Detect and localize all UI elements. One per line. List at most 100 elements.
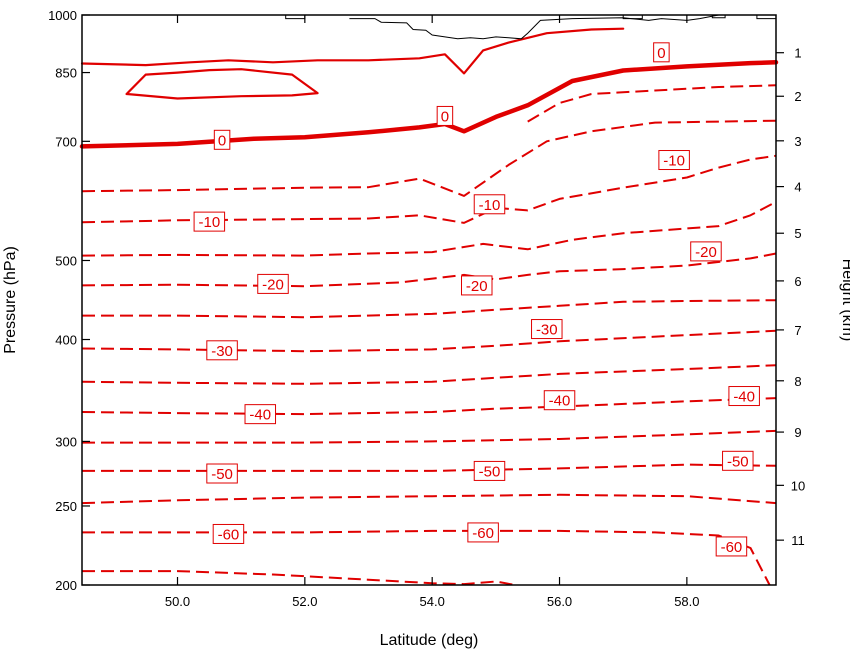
contour-label: 0 bbox=[213, 129, 231, 150]
y-tick-label-left: 1000 bbox=[48, 8, 77, 23]
contour-label: -30 bbox=[206, 340, 238, 361]
y-tick-label-right: 1 bbox=[794, 46, 801, 61]
contour-label-text: 0 bbox=[218, 132, 226, 149]
x-tick-label: 58.0 bbox=[674, 594, 699, 609]
terrain-outline bbox=[711, 15, 726, 19]
terrain-outline bbox=[622, 15, 643, 20]
contour-label-text: -60 bbox=[472, 525, 494, 542]
plot-frame bbox=[81, 14, 777, 586]
contour-line bbox=[82, 463, 777, 472]
contour-line bbox=[125, 68, 319, 100]
y-tick-label-left: 400 bbox=[55, 333, 77, 348]
x-axis-title: Latitude (deg) bbox=[380, 632, 479, 649]
contour-label: -20 bbox=[257, 273, 289, 294]
contour-label-text: -20 bbox=[262, 276, 284, 293]
contour-label-box bbox=[193, 211, 226, 232]
y-axis-right: 1 2 3 4 5 6 7 8 9 10 11 bbox=[776, 46, 805, 548]
contour-label-box bbox=[212, 523, 245, 544]
terrain-layer bbox=[285, 14, 776, 40]
y-axis-left-title: Pressure (hPa) bbox=[2, 246, 19, 354]
contour-line bbox=[81, 364, 777, 385]
contour-line bbox=[82, 429, 777, 444]
contour-label-text: -50 bbox=[479, 463, 501, 480]
contour-line bbox=[527, 84, 777, 123]
y-tick-label-right: 3 bbox=[794, 134, 801, 149]
contour-label-box bbox=[728, 386, 760, 407]
contour-line bbox=[81, 201, 777, 257]
contour-label-text: -30 bbox=[536, 322, 558, 339]
contour-label-box bbox=[206, 463, 238, 484]
y-tick-label-left: 700 bbox=[55, 134, 77, 149]
contour-label: -40 bbox=[244, 404, 277, 425]
contour-line bbox=[81, 493, 777, 505]
contour-line bbox=[81, 119, 777, 197]
contour-label-box bbox=[473, 460, 506, 481]
contour-label-box bbox=[467, 522, 499, 543]
contour-label-box bbox=[690, 241, 722, 262]
contour-label-text: -50 bbox=[211, 466, 233, 483]
contour-line bbox=[82, 529, 771, 586]
contour-label-text: 0 bbox=[657, 45, 665, 62]
terrain-outline bbox=[349, 14, 719, 40]
y-tick-label-left: 850 bbox=[55, 66, 77, 81]
contour-label-box bbox=[653, 42, 670, 63]
contour-label: -60 bbox=[212, 523, 245, 544]
contour-label-box bbox=[461, 275, 493, 296]
contour-line bbox=[79, 60, 779, 149]
x-tick-label: 52.0 bbox=[292, 594, 317, 609]
y-tick-label-right: 10 bbox=[791, 478, 805, 493]
contour-label: -30 bbox=[531, 319, 563, 340]
contour-label: -40 bbox=[728, 386, 760, 407]
terrain-outline bbox=[756, 15, 776, 20]
y-tick-label-right: 6 bbox=[794, 274, 801, 289]
y-tick-label-left: 250 bbox=[55, 499, 77, 514]
contour-label-text: -50 bbox=[727, 453, 749, 470]
contour-label-text: -40 bbox=[249, 407, 271, 424]
contour-label-box bbox=[543, 390, 576, 411]
contour-label: 0 bbox=[653, 42, 670, 63]
x-axis: 50.0 52.0 54.0 56.0 58.0 bbox=[165, 15, 700, 609]
contour-label: -10 bbox=[658, 150, 690, 171]
contour-label-box bbox=[436, 105, 454, 126]
y-tick-label-left: 300 bbox=[55, 434, 77, 449]
contour-label-text: -40 bbox=[549, 393, 571, 410]
contour-label-box bbox=[257, 273, 289, 294]
contour-label-box bbox=[206, 340, 238, 361]
contour-label-box bbox=[473, 194, 506, 215]
contour-line bbox=[81, 154, 777, 224]
y-tick-label-right: 4 bbox=[794, 180, 801, 195]
contour-label-box bbox=[244, 404, 277, 425]
contour-label: -50 bbox=[722, 450, 754, 471]
contour-label: -20 bbox=[690, 241, 722, 262]
contour-label: 0 bbox=[436, 105, 454, 126]
contour-label: -60 bbox=[715, 536, 748, 557]
y-tick-label-left: 200 bbox=[55, 578, 77, 593]
contour-label: -50 bbox=[206, 463, 238, 484]
contour-label-text: -20 bbox=[466, 278, 488, 295]
contour-line bbox=[80, 27, 625, 75]
contour-label-text: -10 bbox=[479, 197, 501, 214]
contour-line bbox=[81, 397, 777, 416]
contour-label-text: -20 bbox=[695, 244, 717, 261]
contour-label-text: -10 bbox=[663, 153, 685, 170]
contour-label: -40 bbox=[543, 390, 576, 411]
contour-label-box bbox=[531, 319, 563, 340]
contours-layer bbox=[79, 27, 779, 586]
contour-label-text: -60 bbox=[721, 539, 743, 556]
y-tick-label-right: 2 bbox=[794, 89, 801, 104]
contour-label: -50 bbox=[473, 460, 506, 481]
contour-label: -10 bbox=[193, 211, 226, 232]
contour-line bbox=[81, 329, 777, 353]
contour-label-text: -30 bbox=[211, 343, 233, 360]
x-tick-label: 50.0 bbox=[165, 594, 190, 609]
y-tick-label-right: 9 bbox=[794, 425, 801, 440]
contour-label-text: -40 bbox=[733, 389, 755, 406]
y-axis-left: 200 250 300 400 500 700 850 1000 bbox=[48, 8, 90, 593]
contour-label-text: -60 bbox=[218, 526, 240, 543]
contour-labels-layer: -60 -60 -60 -50 -50 -50 -40 -40 -40 -30 -30 -20 -20 -… bbox=[193, 42, 760, 557]
y-tick-label-right: 5 bbox=[794, 226, 801, 241]
contour-label-box bbox=[658, 150, 690, 171]
contour-label: -10 bbox=[473, 194, 506, 215]
contour-label-box bbox=[213, 129, 231, 150]
